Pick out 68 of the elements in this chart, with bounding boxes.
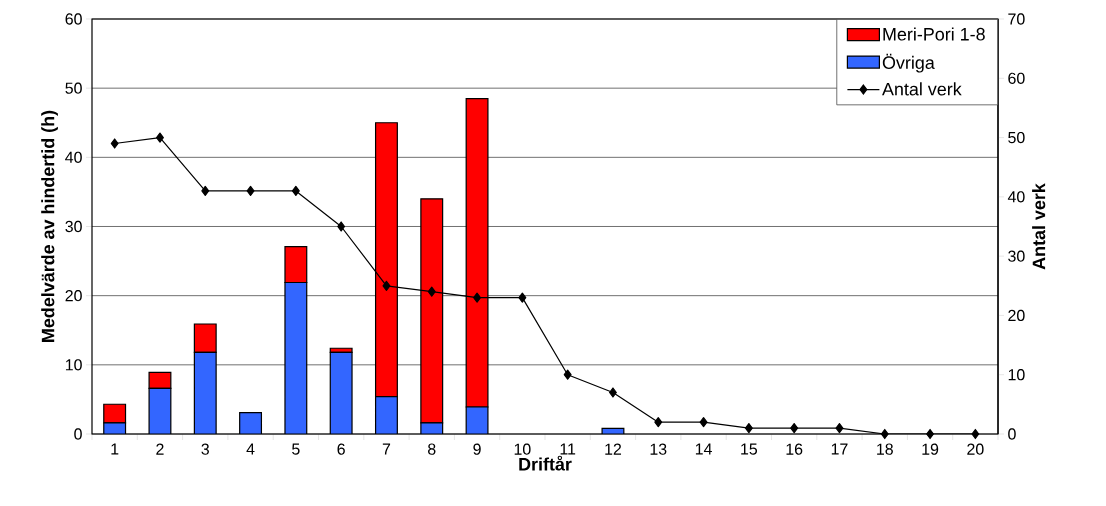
x-tick-label: 2 [156,443,164,455]
y-axis-title: Medelvärde av hindertid (h) [41,110,58,342]
point [110,138,119,149]
y-tick-label: 0 [74,428,82,440]
point [473,292,482,303]
y-tick-label: 10 [65,359,82,371]
point [518,292,527,303]
point [563,369,572,380]
y2-tick-label: 20 [1008,309,1025,322]
y-tick-label: 40 [65,151,82,163]
x-tick-label: 7 [382,443,391,455]
legend-label: Antal verk [882,82,962,96]
point [246,185,255,197]
x-tick-label: 14 [695,443,712,455]
legend-label: Övriga [882,53,935,73]
bar [148,371,172,389]
x-tick-label: 1 [111,443,119,455]
point [790,422,799,434]
y-tick-label: 60 [65,13,82,25]
bar [193,323,217,353]
x-tick-label: 16 [786,443,803,455]
x-tick-label: 15 [741,443,758,455]
point [155,132,164,143]
x-axis-title: Driftår [519,455,572,471]
x-tick-label: 6 [337,443,345,455]
bar [284,281,308,434]
y-tick-label: 30 [65,220,82,233]
point [201,185,210,197]
y2-tick-label: 60 [1008,72,1025,84]
point [835,422,844,434]
bar [329,351,353,434]
y2-tick-label: 50 [1008,131,1025,144]
x-tick-label: 13 [650,443,667,455]
point [880,428,889,440]
point [427,286,436,297]
y2-tick-label: 30 [1008,250,1025,262]
point [337,221,346,232]
y2-tick-label: 40 [1007,191,1025,203]
x-tick-label: 3 [201,443,209,455]
y-tick-label: 50 [65,82,82,94]
bar [374,396,398,434]
x-tick-label: 10 [514,443,531,455]
point [382,280,391,291]
point [926,428,935,440]
x-tick-label: 18 [877,443,893,455]
x-tick-label: 8 [428,443,436,455]
x-tick-label: 5 [292,443,300,455]
y2-tick-label: 10 [1008,369,1025,381]
x-tick-label: 17 [831,443,848,455]
y2-tick-label: 0 [1008,428,1016,440]
x-tick-label: 4 [246,443,255,455]
y-tick-label: 20 [65,290,82,302]
legend-label: Meri-Pori 1-8 [883,27,985,41]
point [291,185,300,197]
point [971,428,980,440]
y2-axis-title: Antal verk [1032,183,1046,270]
x-tick-label: 9 [473,443,481,455]
x-tick-label: 12 [605,443,622,455]
bar [239,411,263,434]
x-tick-label: 19 [922,443,939,455]
x-tick-label: 20 [967,443,984,455]
point [654,417,663,428]
point [608,387,617,398]
point [744,422,753,434]
bar [193,351,217,434]
x-tick-label: 11 [560,443,576,455]
point [699,417,708,428]
y2-tick-label: 70 [1008,13,1025,25]
